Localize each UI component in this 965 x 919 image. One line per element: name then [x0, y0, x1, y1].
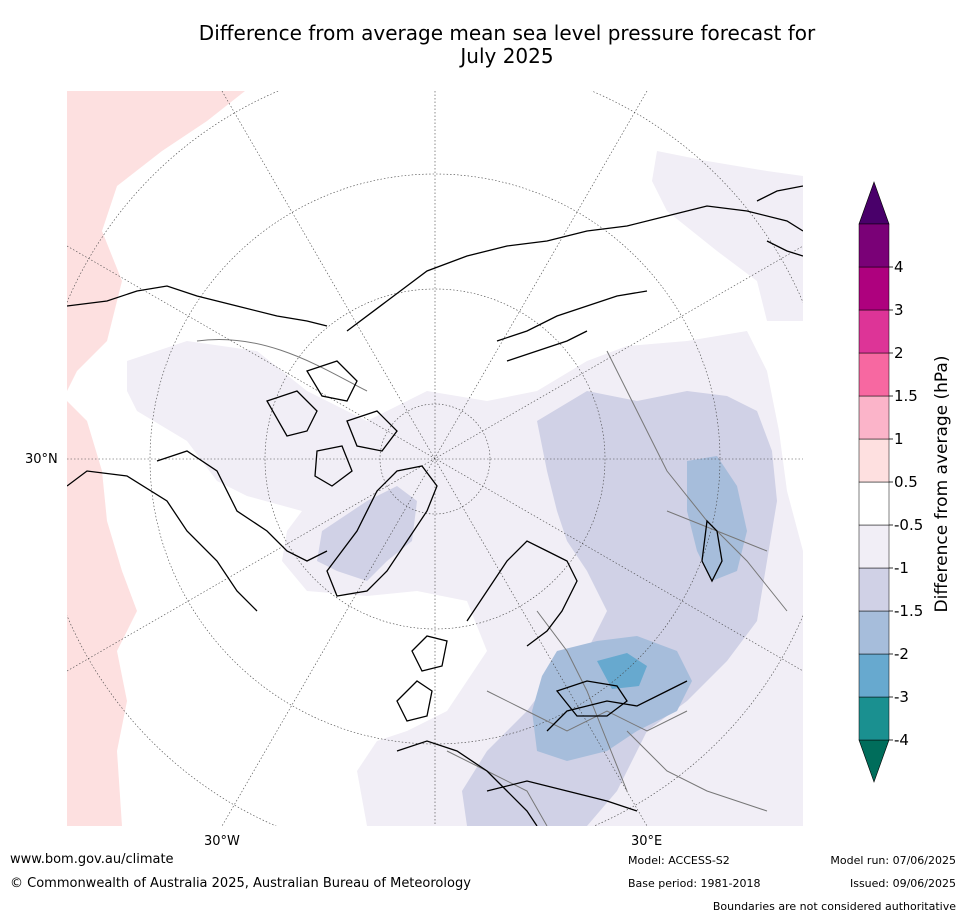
anomaly-moderate-negative-blacksea [532, 636, 692, 761]
colorbar-tick-label: 3 [894, 301, 904, 319]
colorbar-over-triangle [858, 181, 890, 225]
colorbar-label: Difference from average (hPa) [932, 355, 952, 613]
colorbar-swatch [858, 309, 890, 354]
map-title: Difference from average mean sea level p… [120, 22, 894, 68]
colorbar-swatch [858, 524, 890, 569]
title-line-1: Difference from average mean sea level p… [198, 21, 816, 45]
colorbar-tick-label: -2 [894, 645, 909, 663]
colorbar-swatch [858, 223, 890, 268]
anomaly-positive-west [67, 91, 245, 391]
copyright-notice: © Commonwealth of Australia 2025, Austra… [10, 876, 471, 891]
model-run-date: Model run: 07/06/2025 [830, 854, 956, 867]
graticule [67, 91, 803, 826]
colorbar-swatch [858, 481, 890, 526]
colorbar-tick-label: 1 [894, 430, 904, 448]
colorbar-tick-label: -1 [894, 559, 909, 577]
title-line-2: July 2025 [460, 44, 554, 68]
latitude-label-30n: 30°N [25, 452, 58, 467]
colorbar-under-triangle [858, 739, 890, 783]
longitude-label-30w: 30°W [204, 834, 240, 849]
colorbar-swatch [858, 266, 890, 311]
colorbar-swatch [858, 610, 890, 655]
colorbar-swatch [858, 438, 890, 483]
coastlines [67, 185, 803, 826]
colorbar-tick-label: 0.5 [894, 473, 918, 491]
anomaly-weak-negative-ne [652, 151, 803, 321]
polar-map [67, 91, 803, 826]
anomaly-negative-greenland [317, 486, 417, 581]
colorbar-swatch [858, 352, 890, 397]
colorbar: -4 -3 -2 -1.5 -1 -0.5 0.5 1 1.5 2 3 4 [858, 181, 923, 783]
colorbar-tick-label: -3 [894, 688, 909, 706]
colorbar-swatch [858, 653, 890, 698]
model-name: Model: ACCESS-S2 [628, 854, 730, 867]
country-borders [196, 339, 788, 826]
issued-date: Issued: 09/06/2025 [849, 877, 956, 890]
colorbar-tick-label: 1.5 [894, 387, 918, 405]
colorbar-tick-label: 4 [894, 258, 904, 276]
base-period: Base period: 1981-2018 [628, 877, 761, 890]
longitude-label-30e: 30°E [631, 834, 663, 849]
colorbar-swatch [858, 567, 890, 612]
website-link[interactable]: www.bom.gov.au/climate [10, 852, 174, 867]
anomaly-moderate-negative-ural [687, 456, 747, 581]
anomaly-strong-negative [597, 653, 647, 689]
colorbar-tick-label: -0.5 [894, 516, 923, 534]
colorbar-tick-label: 2 [894, 344, 904, 362]
colorbar-tick-label: -4 [894, 731, 909, 749]
anomaly-positive-atlantic [67, 401, 137, 826]
colorbar-swatch [858, 395, 890, 440]
colorbar-tick-label: -1.5 [894, 602, 923, 620]
colorbar-swatch [858, 696, 890, 741]
boundaries-disclaimer: Boundaries are not considered authoritat… [712, 900, 956, 913]
